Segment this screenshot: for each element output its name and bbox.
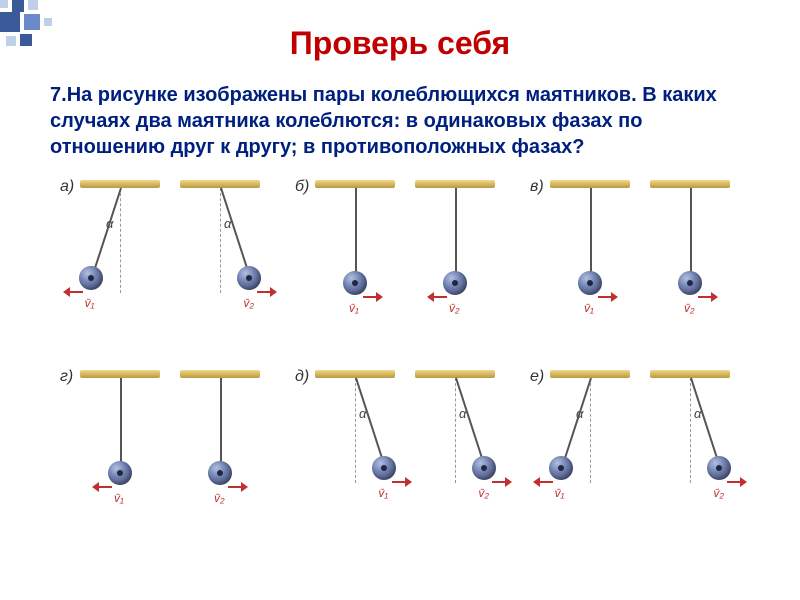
velocity-label: v̄₁ bbox=[114, 491, 124, 505]
pendulum-string bbox=[220, 188, 251, 279]
support-bar bbox=[180, 370, 260, 378]
pendulum-pair: е)αv̄₁αv̄₂ bbox=[525, 360, 735, 530]
pendulum: αv̄₂ bbox=[175, 170, 265, 330]
velocity-arrow bbox=[533, 477, 553, 487]
support-bar bbox=[650, 370, 730, 378]
pendulum-pair: в) v̄₁ v̄₂ bbox=[525, 170, 735, 340]
velocity-arrow bbox=[427, 292, 447, 302]
velocity-label: v̄₁ bbox=[555, 486, 565, 500]
corner-svg bbox=[0, 0, 120, 55]
pendulum-figure: а)αv̄₁αv̄₂б)v̄₁v̄₂в)v̄₁v̄₂г)v̄₁v̄₂д)αv̄₁… bbox=[50, 170, 750, 550]
pair-label: е) bbox=[530, 368, 544, 386]
velocity-label: v̄₁ bbox=[378, 486, 388, 500]
vertical-reference bbox=[455, 378, 456, 483]
vertical-reference bbox=[120, 188, 121, 293]
pendulum-string bbox=[561, 378, 592, 469]
pendulum: v̄₂ bbox=[645, 170, 735, 330]
velocity-label: v̄₂ bbox=[713, 486, 724, 500]
support-bar bbox=[650, 180, 730, 188]
velocity-label: v̄₁ bbox=[85, 296, 95, 310]
pendulum: v̄₂ bbox=[410, 170, 500, 330]
question-number: 7. bbox=[50, 84, 67, 106]
vertical-reference bbox=[690, 378, 691, 483]
pendulum: αv̄₁ bbox=[545, 360, 635, 520]
velocity-arrow bbox=[363, 292, 383, 302]
pair-label: д) bbox=[295, 368, 309, 386]
support-bar bbox=[415, 180, 495, 188]
velocity-label: v̄₁ bbox=[584, 301, 594, 315]
question-body: На рисунке изображены пары колеблющихся … bbox=[50, 84, 717, 158]
pendulum-pair: а)αv̄₁αv̄₂ bbox=[55, 170, 265, 340]
velocity-arrow bbox=[257, 287, 277, 297]
velocity-label: v̄₂ bbox=[449, 301, 460, 315]
pendulum-string bbox=[455, 188, 457, 283]
pendulum-string bbox=[690, 188, 692, 283]
pendulum-pair: г) v̄₁ v̄₂ bbox=[55, 360, 265, 530]
support-bar bbox=[550, 180, 630, 188]
pendulum-pair: б) v̄₁ v̄₂ bbox=[290, 170, 500, 340]
velocity-label: v̄₂ bbox=[214, 491, 225, 505]
pendulum-string bbox=[355, 378, 386, 469]
pendulum-string bbox=[690, 378, 721, 469]
question-text: 7.На рисунке изображены пары колеблющихс… bbox=[0, 62, 800, 170]
pendulum-pair: д)αv̄₁αv̄₂ bbox=[290, 360, 500, 530]
vertical-reference bbox=[590, 378, 591, 483]
support-bar bbox=[315, 370, 395, 378]
support-bar bbox=[180, 180, 260, 188]
velocity-label: v̄₂ bbox=[684, 301, 695, 315]
pendulum: v̄₁ bbox=[545, 170, 635, 330]
velocity-arrow bbox=[63, 287, 83, 297]
pair-label: а) bbox=[60, 178, 74, 196]
pendulum-string bbox=[91, 188, 122, 279]
pendulum-string bbox=[120, 378, 122, 473]
pendulum: αv̄₂ bbox=[645, 360, 735, 520]
pair-label: г) bbox=[60, 368, 73, 386]
velocity-arrow bbox=[492, 477, 512, 487]
pendulum-string bbox=[455, 378, 486, 469]
support-bar bbox=[315, 180, 395, 188]
pair-label: б) bbox=[295, 178, 309, 196]
velocity-arrow bbox=[698, 292, 718, 302]
pendulum: αv̄₁ bbox=[75, 170, 165, 330]
velocity-arrow bbox=[598, 292, 618, 302]
velocity-label: v̄₂ bbox=[478, 486, 489, 500]
velocity-label: v̄₁ bbox=[349, 301, 359, 315]
support-bar bbox=[80, 370, 160, 378]
pendulum: αv̄₂ bbox=[410, 360, 500, 520]
vertical-reference bbox=[220, 188, 221, 293]
corner-decoration bbox=[0, 0, 120, 55]
support-bar bbox=[415, 370, 495, 378]
pendulum: αv̄₁ bbox=[310, 360, 400, 520]
pendulum-string bbox=[590, 188, 592, 283]
velocity-arrow bbox=[92, 482, 112, 492]
velocity-label: v̄₂ bbox=[243, 296, 254, 310]
pendulum-string bbox=[220, 378, 222, 473]
pendulum: v̄₁ bbox=[75, 360, 165, 520]
pendulum: v̄₁ bbox=[310, 170, 400, 330]
pair-label: в) bbox=[530, 178, 544, 196]
velocity-arrow bbox=[727, 477, 747, 487]
pendulum-string bbox=[355, 188, 357, 283]
pendulum: v̄₂ bbox=[175, 360, 265, 520]
slide-title: Проверь себя bbox=[0, 0, 800, 62]
velocity-arrow bbox=[228, 482, 248, 492]
vertical-reference bbox=[355, 378, 356, 483]
